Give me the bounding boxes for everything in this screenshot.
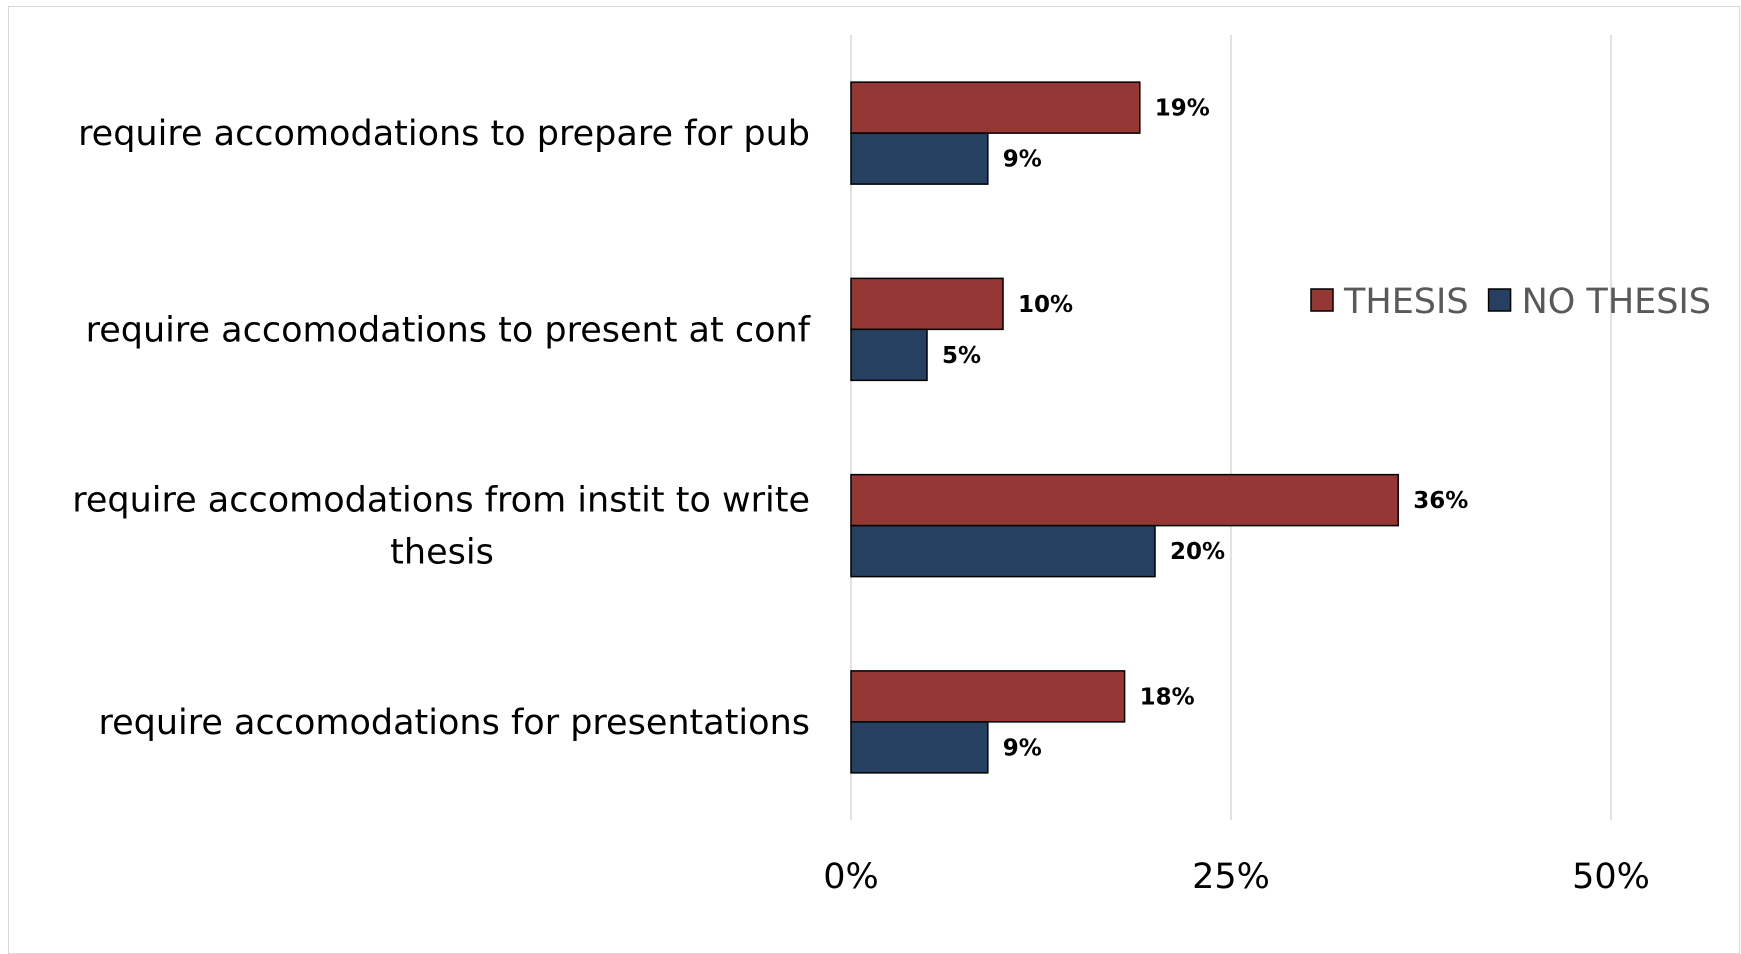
category-label: require accomodations to present at conf bbox=[86, 310, 811, 350]
x-tick-label: 25% bbox=[1192, 857, 1270, 897]
category-label: require accomodations to prepare for pub bbox=[78, 114, 810, 154]
data-labels: 19% 9% 10% 5% 36% 20% 18% 9% bbox=[942, 96, 1468, 762]
data-label: 20% bbox=[1170, 539, 1225, 565]
legend-label: NO THESIS bbox=[1522, 282, 1711, 322]
bar-no-thesis bbox=[850, 524, 1156, 578]
data-label: 9% bbox=[1003, 147, 1042, 173]
x-tick-label: 0% bbox=[823, 857, 879, 897]
legend-label: THESIS bbox=[1343, 282, 1469, 322]
bar-thesis bbox=[850, 81, 1141, 134]
category-label: require accomodations for presentations bbox=[98, 703, 810, 743]
bar-thesis bbox=[850, 670, 1126, 723]
category-label: require accomodations from instit to wri… bbox=[72, 481, 810, 521]
data-label: 19% bbox=[1155, 96, 1210, 122]
bar-no-thesis bbox=[850, 721, 989, 774]
category-labels: require accomodations to prepare for pub… bbox=[72, 114, 810, 743]
bars bbox=[850, 81, 1399, 774]
legend-swatch bbox=[1310, 288, 1334, 312]
x-tick-label: 50% bbox=[1572, 857, 1650, 897]
bar-thesis bbox=[850, 277, 1004, 331]
x-axis-ticks: 0% 25% 50% bbox=[823, 857, 1650, 897]
data-label: 36% bbox=[1413, 488, 1468, 514]
category-label: thesis bbox=[390, 533, 494, 573]
bar-no-thesis bbox=[850, 328, 928, 382]
data-label: 10% bbox=[1018, 292, 1073, 318]
legend: THESIS NO THESIS bbox=[1310, 282, 1711, 322]
data-label: 18% bbox=[1140, 684, 1195, 710]
data-label: 5% bbox=[942, 343, 981, 369]
legend-swatch bbox=[1487, 288, 1512, 312]
bar-no-thesis bbox=[850, 132, 989, 185]
data-label: 9% bbox=[1003, 735, 1042, 761]
bar-thesis bbox=[850, 473, 1399, 527]
